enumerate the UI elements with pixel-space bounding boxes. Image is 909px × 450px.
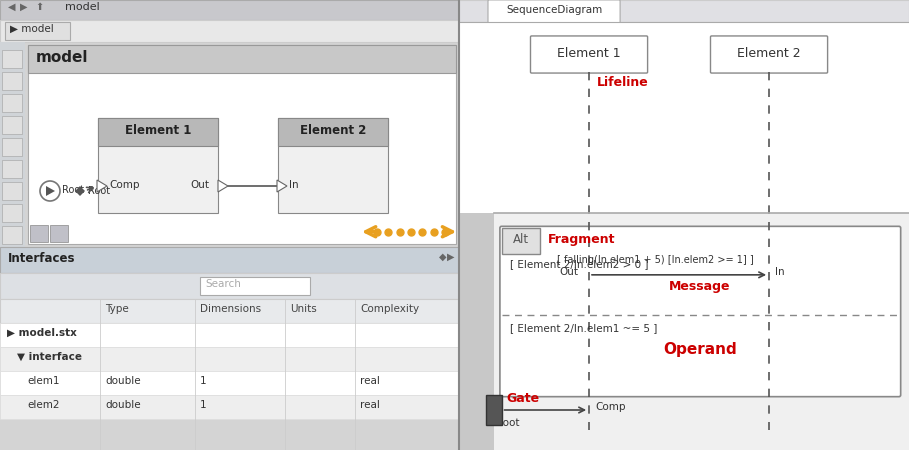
Circle shape [40,181,60,201]
Text: Operand: Operand [664,342,737,357]
Text: Dimensions: Dimensions [200,304,261,314]
Text: Element 2: Element 2 [300,124,366,137]
Text: In: In [775,267,784,277]
FancyBboxPatch shape [278,118,388,146]
FancyBboxPatch shape [0,42,25,247]
Text: Comp: Comp [595,402,625,412]
Text: [ Element 2/In.elem2 > 0 ]: [ Element 2/In.elem2 > 0 ] [510,259,648,269]
Text: Root: Root [495,418,519,428]
Text: Search: Search [205,279,241,289]
Text: Interfaces: Interfaces [8,252,75,265]
Text: Element 1: Element 1 [125,124,191,137]
FancyBboxPatch shape [2,72,22,90]
FancyBboxPatch shape [494,213,909,450]
Text: Gate: Gate [506,392,540,405]
Polygon shape [277,180,287,192]
FancyBboxPatch shape [98,118,218,213]
Polygon shape [97,180,107,192]
Text: SequenceDiagram: SequenceDiagram [506,5,602,15]
FancyBboxPatch shape [0,323,459,347]
FancyBboxPatch shape [459,0,909,450]
Text: Message: Message [669,280,731,293]
Text: double: double [105,400,141,410]
FancyBboxPatch shape [28,45,456,73]
Text: ▶: ▶ [447,252,454,262]
Polygon shape [46,186,55,196]
FancyBboxPatch shape [0,0,459,20]
Text: ◆: ◆ [439,252,446,262]
FancyBboxPatch shape [459,22,909,213]
Text: elem2: elem2 [27,400,59,410]
FancyBboxPatch shape [0,247,459,273]
FancyBboxPatch shape [98,118,218,146]
FancyBboxPatch shape [500,226,901,396]
Text: Type: Type [105,304,129,314]
FancyBboxPatch shape [2,116,22,134]
FancyBboxPatch shape [2,94,22,112]
Text: elem1: elem1 [27,376,59,386]
FancyBboxPatch shape [0,0,459,450]
FancyBboxPatch shape [2,160,22,178]
FancyBboxPatch shape [531,36,647,73]
FancyBboxPatch shape [711,36,827,73]
Text: double: double [105,376,141,386]
FancyBboxPatch shape [28,45,456,244]
Text: model: model [36,50,88,65]
Text: Lifeline: Lifeline [597,76,649,89]
FancyBboxPatch shape [485,395,502,425]
FancyBboxPatch shape [278,118,388,213]
FancyBboxPatch shape [0,299,459,323]
FancyBboxPatch shape [2,50,22,68]
FancyBboxPatch shape [502,228,540,254]
Text: Element 2: Element 2 [737,47,801,60]
Text: ▶ model.stx: ▶ model.stx [7,328,77,338]
Text: real: real [360,400,380,410]
Text: model: model [65,2,100,12]
FancyBboxPatch shape [200,277,310,295]
FancyBboxPatch shape [0,20,459,42]
FancyBboxPatch shape [2,204,22,222]
FancyBboxPatch shape [2,226,22,244]
FancyBboxPatch shape [0,395,459,419]
Text: 1: 1 [200,376,206,386]
Text: Root: Root [62,185,85,195]
Text: [ Element 2/In.elem1 ~= 5 ]: [ Element 2/In.elem1 ~= 5 ] [510,323,657,333]
FancyBboxPatch shape [0,273,459,299]
Text: Out: Out [559,267,578,277]
Text: Comp: Comp [109,180,139,190]
Text: Units: Units [290,304,316,314]
Text: ◀: ◀ [8,2,15,12]
Text: ⬆: ⬆ [35,2,43,12]
Text: Alt: Alt [513,233,529,246]
Text: Root: Root [88,186,110,196]
FancyBboxPatch shape [0,371,459,395]
Text: 1: 1 [200,400,206,410]
FancyBboxPatch shape [50,225,68,242]
FancyBboxPatch shape [459,213,494,450]
FancyBboxPatch shape [5,22,70,40]
Polygon shape [75,186,85,196]
Text: ▼ interface: ▼ interface [17,352,82,362]
FancyBboxPatch shape [459,0,909,22]
Text: Complexity: Complexity [360,304,419,314]
Text: [ falling(In.elem1 + 5) [In.elem2 >= 1] ]: [ falling(In.elem1 + 5) [In.elem2 >= 1] … [556,255,754,265]
FancyBboxPatch shape [488,0,620,23]
Text: ▶ model: ▶ model [10,24,54,34]
FancyBboxPatch shape [2,138,22,156]
Text: Fragment: Fragment [547,233,615,246]
FancyBboxPatch shape [30,225,48,242]
Text: In: In [289,180,299,190]
Text: Element 1: Element 1 [557,47,621,60]
FancyBboxPatch shape [0,347,459,371]
Text: ▶: ▶ [20,2,27,12]
FancyBboxPatch shape [2,182,22,200]
Text: Out: Out [190,180,209,190]
Polygon shape [218,180,228,192]
Text: real: real [360,376,380,386]
